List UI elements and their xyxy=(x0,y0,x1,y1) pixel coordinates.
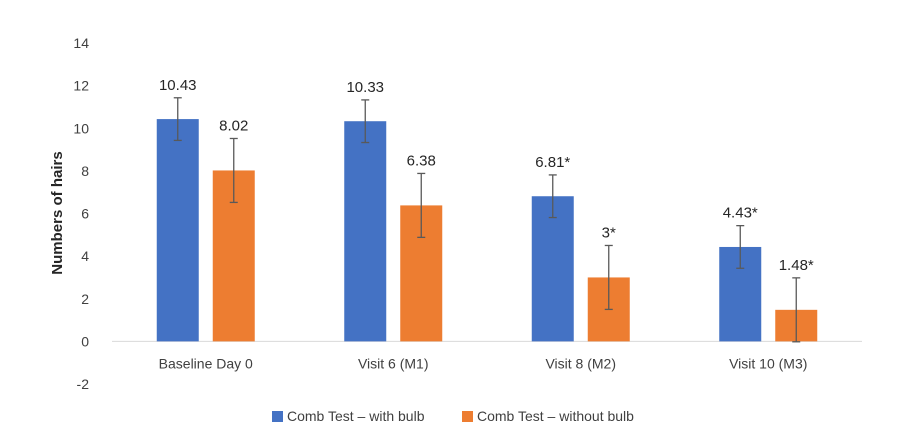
data-label: 10.33 xyxy=(346,79,384,96)
y-tick-label: 10 xyxy=(73,120,89,136)
data-label: 4.43* xyxy=(723,205,758,222)
legend-swatch xyxy=(272,411,283,422)
error-bar xyxy=(604,244,613,311)
error-bar xyxy=(417,172,426,239)
data-labels: 10.43 8.02 10.33 6.38 6.81* 3* 4.43* 1.48* xyxy=(159,77,814,274)
bar-with-bulb xyxy=(156,119,199,342)
data-label: 8.02 xyxy=(219,117,248,134)
error-bar xyxy=(548,174,557,219)
category-label: Visit 8 (M2) xyxy=(545,355,616,371)
y-tick-label: -2 xyxy=(77,376,90,392)
legend-label: Comb Test – with bulb xyxy=(287,408,425,424)
legend-swatch xyxy=(462,411,473,422)
category-label: Visit 6 (M1) xyxy=(358,355,429,371)
legend: Comb Test – with bulb Comb Test – without… xyxy=(272,408,634,424)
category-label: Visit 10 (M3) xyxy=(729,355,807,371)
error-bars xyxy=(173,97,801,343)
y-tick-label: 8 xyxy=(81,163,89,179)
data-label: 6.81* xyxy=(535,154,570,171)
y-tick-label: 12 xyxy=(73,78,89,94)
y-tick-label: 0 xyxy=(81,333,89,349)
data-label: 6.38 xyxy=(407,152,436,169)
y-axis: -2 0 2 4 6 8 10 12 14 xyxy=(73,35,89,392)
y-tick-label: 4 xyxy=(81,248,89,264)
error-bar xyxy=(736,224,745,269)
data-label: 10.43 xyxy=(159,77,197,94)
x-axis: Baseline Day 0 Visit 6 (M1) Visit 8 (M2) Vi… xyxy=(159,355,808,371)
error-bar xyxy=(792,277,801,343)
legend-label: Comb Test – without bulb xyxy=(477,408,634,424)
y-tick-label: 2 xyxy=(81,291,89,307)
data-label: 3* xyxy=(602,224,616,241)
bars xyxy=(156,119,818,342)
error-bar xyxy=(173,97,182,142)
error-bar xyxy=(361,99,370,144)
error-bar xyxy=(229,137,238,204)
y-tick-label: 6 xyxy=(81,206,89,222)
y-tick-label: 14 xyxy=(73,35,89,51)
data-label: 1.48* xyxy=(779,257,814,274)
category-label: Baseline Day 0 xyxy=(159,355,253,371)
bar-with-bulb xyxy=(531,196,574,342)
bar-with-bulb xyxy=(344,121,387,342)
y-axis-title: Numbers of hairs xyxy=(49,151,66,274)
